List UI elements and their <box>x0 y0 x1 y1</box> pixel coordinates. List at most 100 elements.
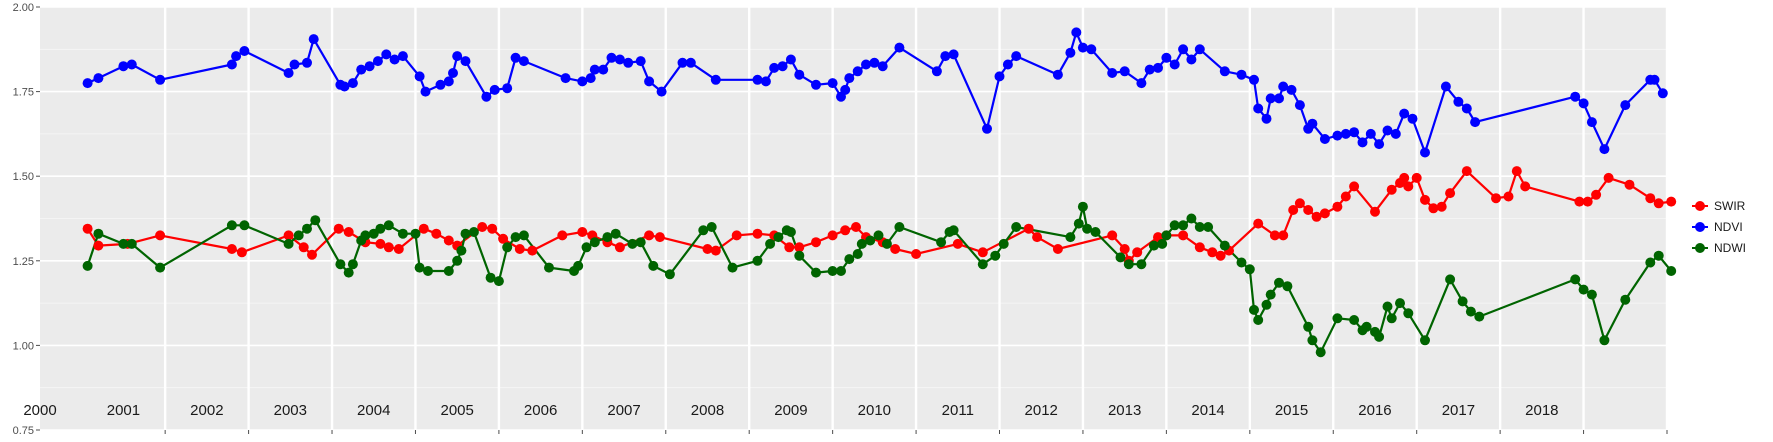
data-point-ndvi <box>1382 125 1393 136</box>
data-point-ndwi <box>485 272 496 283</box>
data-point-ndvi <box>1186 54 1197 65</box>
data-point-swir <box>784 242 795 253</box>
data-point-ndvi <box>1144 64 1155 75</box>
data-point-ndwi <box>1332 313 1343 324</box>
data-point-ndvi <box>1119 66 1130 77</box>
y-tick-label: 1.00 <box>13 340 34 352</box>
data-point-ndvi <box>82 78 93 89</box>
data-point-swir <box>1303 205 1314 215</box>
data-point-ndwi <box>773 232 784 243</box>
year-label: 2004 <box>357 402 390 419</box>
data-point-ndvi <box>226 59 237 70</box>
data-point-swir <box>1574 196 1585 207</box>
data-point-ndwi <box>93 228 104 239</box>
data-point-ndvi <box>1077 42 1088 53</box>
data-point-ndwi <box>1403 308 1414 319</box>
data-point-ndwi <box>635 237 646 248</box>
data-point-ndvi <box>1052 69 1063 80</box>
data-point-ndvi <box>1236 69 1247 80</box>
data-point-ndvi <box>1461 103 1472 114</box>
data-point-ndwi <box>302 223 312 234</box>
data-point-ndwi <box>452 255 463 266</box>
data-point-swir <box>952 238 963 249</box>
data-point-swir <box>702 244 713 254</box>
data-point-swir <box>418 223 429 234</box>
data-point-ndwi <box>1236 257 1247 268</box>
data-point-ndvi <box>308 34 319 45</box>
data-point-ndvi <box>752 74 763 85</box>
data-point-swir <box>1666 196 1677 207</box>
data-point-ndwi <box>865 235 876 246</box>
data-point-swir <box>1420 194 1430 205</box>
data-point-ndvi <box>982 123 992 134</box>
data-point-ndvi <box>231 51 242 62</box>
data-point-ndvi <box>502 83 513 94</box>
data-point-ndvi <box>510 52 521 63</box>
data-point-ndvi <box>1586 117 1597 128</box>
data-point-swir <box>498 233 509 244</box>
data-point-swir <box>307 249 317 260</box>
data-point-ndwi <box>1203 222 1214 232</box>
data-point-ndwi <box>1265 289 1276 300</box>
data-point-swir <box>1520 181 1531 192</box>
data-point-ndwi <box>1178 220 1189 231</box>
data-point-ndwi <box>1253 315 1264 325</box>
legend-label: SWIR <box>1714 199 1746 213</box>
data-point-ndwi <box>1282 281 1293 292</box>
year-label: 2007 <box>607 402 640 419</box>
data-point-ndvi <box>598 64 609 75</box>
data-point-ndwi <box>1645 257 1656 268</box>
data-point-ndwi <box>1382 301 1393 312</box>
legend-key-swir <box>1695 201 1705 211</box>
data-point-swir <box>1591 189 1602 200</box>
data-point-ndwi <box>1115 252 1126 263</box>
data-point-ndvi <box>1374 139 1385 150</box>
data-point-ndwi <box>1123 259 1134 270</box>
data-point-swir <box>1511 166 1522 177</box>
data-point-ndvi <box>1407 113 1418 124</box>
data-point-ndvi <box>940 51 951 62</box>
data-point-ndwi <box>977 259 988 270</box>
data-point-ndwi <box>1303 321 1314 332</box>
data-point-swir <box>731 230 742 241</box>
data-point-swir <box>1403 181 1414 192</box>
data-point-ndwi <box>293 230 304 241</box>
data-point-swir <box>1491 193 1501 204</box>
data-point-ndwi <box>589 237 600 248</box>
data-point-ndvi <box>1620 100 1631 111</box>
data-point-ndwi <box>343 267 354 278</box>
data-point-ndvi <box>777 61 788 72</box>
data-point-ndwi <box>118 238 129 249</box>
data-point-ndvi <box>1107 68 1118 78</box>
data-point-ndvi <box>339 81 350 92</box>
data-point-ndwi <box>1599 335 1610 346</box>
data-point-ndvi <box>861 59 871 70</box>
data-point-ndvi <box>1136 78 1147 89</box>
data-point-ndvi <box>623 57 634 68</box>
data-point-ndwi <box>1445 274 1456 285</box>
data-point-ndvi <box>489 84 500 95</box>
data-point-ndvi <box>644 76 655 87</box>
data-point-ndvi <box>852 66 863 77</box>
data-point-swir <box>1023 223 1034 234</box>
major-gridlines <box>40 6 1669 431</box>
year-label: 2005 <box>440 402 473 419</box>
data-point-ndvi <box>155 74 166 85</box>
data-point-ndwi <box>1148 240 1159 251</box>
data-point-ndvi <box>710 74 721 85</box>
data-point-ndvi <box>239 46 250 56</box>
data-point-swir <box>155 230 166 241</box>
data-point-ndvi <box>785 54 796 65</box>
data-point-ndvi <box>1319 134 1330 144</box>
data-point-ndvi <box>372 56 383 67</box>
data-point-ndvi <box>1578 98 1589 109</box>
data-point-ndvi <box>577 76 588 87</box>
y-axis-ticks: 0.75 1.00 1.25 1.50 1.75 2.00 <box>13 2 40 437</box>
data-point-ndwi <box>706 222 717 232</box>
data-point-ndwi <box>1474 311 1485 322</box>
data-point-ndwi <box>1244 264 1255 275</box>
data-point-swir <box>343 227 354 237</box>
data-point-ndwi <box>573 260 584 271</box>
data-point-ndwi <box>998 238 1009 249</box>
